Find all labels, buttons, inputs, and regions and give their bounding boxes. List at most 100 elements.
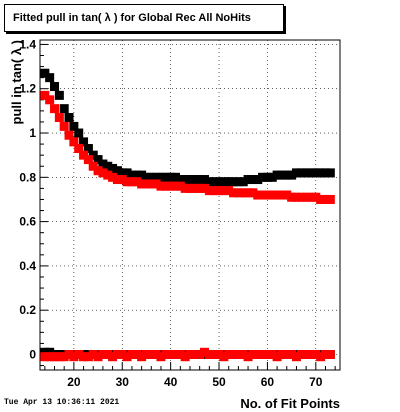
- data-point: [74, 128, 84, 138]
- data-point: [185, 183, 195, 193]
- data-point: [40, 352, 50, 362]
- data-point: [316, 168, 326, 178]
- data-point: [132, 170, 142, 180]
- data-point: [69, 121, 79, 131]
- x-tick-label: 20: [67, 375, 81, 389]
- data-point: [248, 188, 258, 198]
- data-point: [54, 352, 64, 362]
- data-point: [296, 349, 306, 359]
- y-tick-label: 1.2: [19, 82, 36, 96]
- data-point: [185, 349, 195, 359]
- y-tick-label: 0.8: [19, 170, 36, 184]
- data-point: [190, 183, 200, 193]
- data-point: [54, 113, 64, 123]
- data-point: [132, 349, 142, 359]
- data-point: [209, 177, 219, 187]
- data-point: [219, 177, 229, 187]
- data-point: [233, 177, 243, 187]
- data-point: [248, 349, 258, 359]
- data-point: [146, 179, 156, 189]
- data-point: [59, 104, 69, 114]
- data-point: [195, 175, 205, 185]
- data-point: [50, 352, 60, 362]
- data-point: [64, 113, 74, 123]
- data-point: [146, 172, 156, 182]
- data-point: [108, 163, 118, 173]
- data-point: [238, 188, 248, 198]
- data-point: [117, 168, 127, 178]
- data-point: [156, 352, 166, 362]
- series-0: [40, 68, 335, 187]
- data-point: [311, 168, 321, 178]
- data-point: [166, 172, 176, 182]
- x-tick-label: 40: [164, 375, 178, 389]
- data-point: [238, 177, 248, 187]
- y-tick-label: 0: [29, 347, 36, 361]
- data-point: [40, 90, 50, 100]
- data-point: [137, 352, 147, 362]
- data-point: [233, 188, 243, 198]
- data-point: [316, 194, 326, 204]
- data-point: [127, 177, 137, 187]
- data-point: [180, 175, 190, 185]
- data-point: [219, 352, 229, 362]
- data-point: [112, 349, 122, 359]
- data-point: [301, 349, 311, 359]
- data-point: [311, 192, 321, 202]
- data-point: [296, 192, 306, 202]
- x-axis-label: No. of Fit Points: [240, 396, 340, 411]
- data-point: [204, 349, 214, 359]
- data-point: [316, 352, 326, 362]
- data-point: [64, 130, 74, 140]
- data-point: [180, 352, 190, 362]
- data-point: [122, 352, 132, 362]
- data-point: [161, 172, 171, 182]
- data-point: [45, 73, 55, 83]
- data-point: [141, 179, 151, 189]
- data-point: [166, 181, 176, 191]
- data-point: [151, 172, 161, 182]
- data-point: [180, 183, 190, 193]
- data-point: [262, 190, 272, 200]
- data-point: [112, 175, 122, 185]
- data-point: [93, 352, 103, 362]
- data-point: [253, 190, 263, 200]
- data-point: [277, 190, 287, 200]
- data-point: [103, 349, 113, 359]
- data-point: [267, 349, 277, 359]
- data-point: [50, 82, 60, 92]
- y-axis-label: pull in tan( λ ): [9, 40, 24, 125]
- data-point: [45, 95, 55, 105]
- data-point: [320, 349, 330, 359]
- data-point: [141, 172, 151, 182]
- data-point: [83, 155, 93, 165]
- data-point: [170, 349, 180, 359]
- data-point: [93, 155, 103, 165]
- data-point: [267, 190, 277, 200]
- data-point: [224, 186, 234, 196]
- data-point: [69, 352, 79, 362]
- data-point: [156, 181, 166, 191]
- data-point: [45, 352, 55, 362]
- data-point: [127, 349, 137, 359]
- data-point: [175, 349, 185, 359]
- data-point: [156, 172, 166, 182]
- data-point: [253, 175, 263, 185]
- data-point: [103, 161, 113, 171]
- data-point: [108, 172, 118, 182]
- data-point: [83, 144, 93, 154]
- data-point: [253, 349, 263, 359]
- data-point: [64, 349, 74, 359]
- data-point: [175, 181, 185, 191]
- data-point: [195, 183, 205, 193]
- data-point: [306, 192, 316, 202]
- data-point: [209, 186, 219, 196]
- data-point: [238, 349, 248, 359]
- data-point: [200, 183, 210, 193]
- data-point: [282, 190, 292, 200]
- data-point: [301, 168, 311, 178]
- data-point: [306, 349, 316, 359]
- y-tick-label: 0.6: [19, 215, 36, 229]
